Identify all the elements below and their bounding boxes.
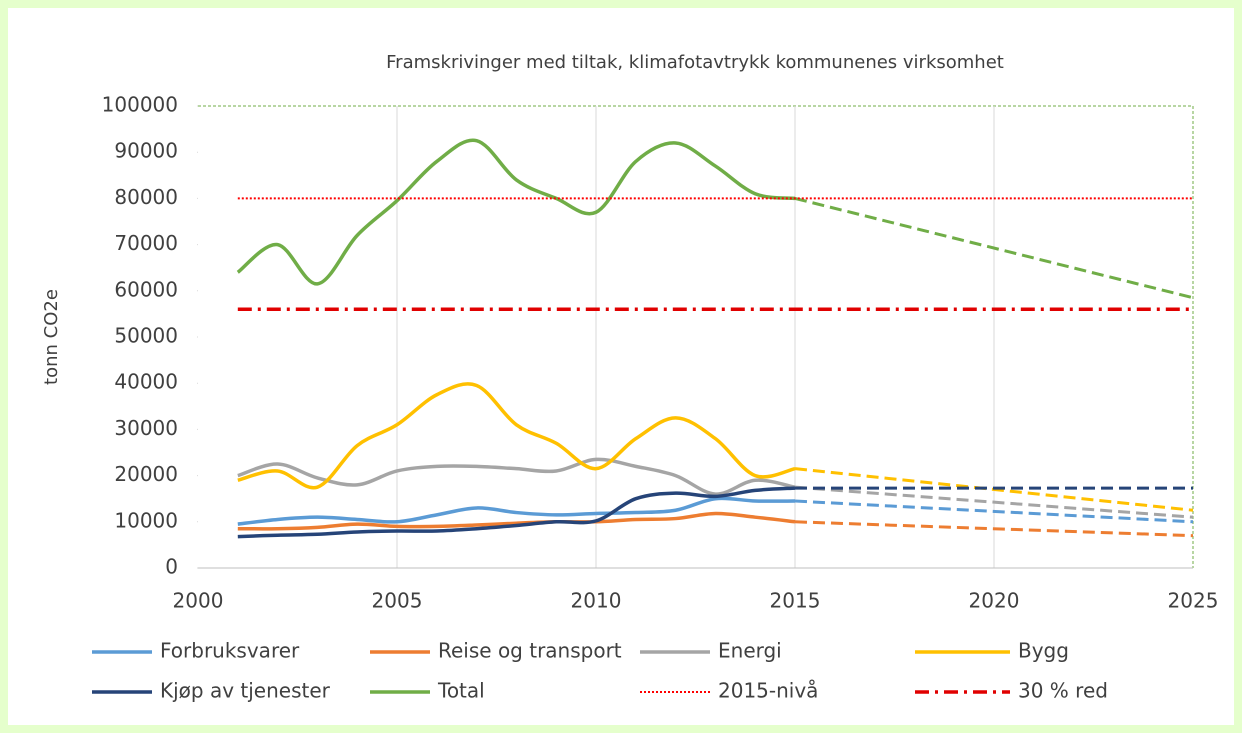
plot-border <box>198 105 1194 568</box>
legend-label: Reise og transport <box>438 639 622 663</box>
x-tick-label: 2000 <box>173 589 224 613</box>
y-axis-label: tonn CO2e <box>41 289 62 385</box>
y-tick-label: 60000 <box>114 277 178 301</box>
chart-title: Framskrivinger med tiltak, klimafotavtry… <box>386 52 1004 73</box>
projection-line <box>794 485 1194 519</box>
projection-line <box>794 196 1194 300</box>
legend-label: 30 % red <box>1018 679 1108 703</box>
series-line <box>237 382 796 490</box>
x-tick-label: 2025 <box>1168 589 1219 613</box>
y-tick-label: 100000 <box>102 93 178 117</box>
x-tick-label: 2015 <box>770 589 821 613</box>
x-tick-label: 2010 <box>571 589 622 613</box>
series-line <box>237 496 796 526</box>
legend-label: Kjøp av tjenester <box>160 679 331 703</box>
series-line <box>237 511 796 531</box>
y-tick-label: 50000 <box>114 324 178 348</box>
y-tick-label: 40000 <box>114 370 178 394</box>
projection-line <box>794 520 1194 538</box>
y-tick-label: 70000 <box>114 231 178 255</box>
legend-label: Energi <box>718 639 782 663</box>
x-tick-label: 2020 <box>969 589 1020 613</box>
y-tick-label: 80000 <box>114 185 178 209</box>
y-tick-label: 20000 <box>114 462 178 486</box>
legend-label: Forbruksvarer <box>160 639 300 663</box>
y-tick-label: 10000 <box>114 508 178 532</box>
y-tick-label: 90000 <box>114 139 178 163</box>
x-tick-label: 2005 <box>372 589 423 613</box>
y-tick-label: 0 <box>165 555 178 579</box>
series-line <box>237 486 796 539</box>
legend-label: 2015-nivå <box>718 679 818 703</box>
series-line <box>236 138 796 286</box>
legend-label: Total <box>437 679 485 703</box>
legend-label: Bygg <box>1018 639 1069 663</box>
projection-line <box>794 499 1194 524</box>
y-tick-label: 30000 <box>114 416 178 440</box>
